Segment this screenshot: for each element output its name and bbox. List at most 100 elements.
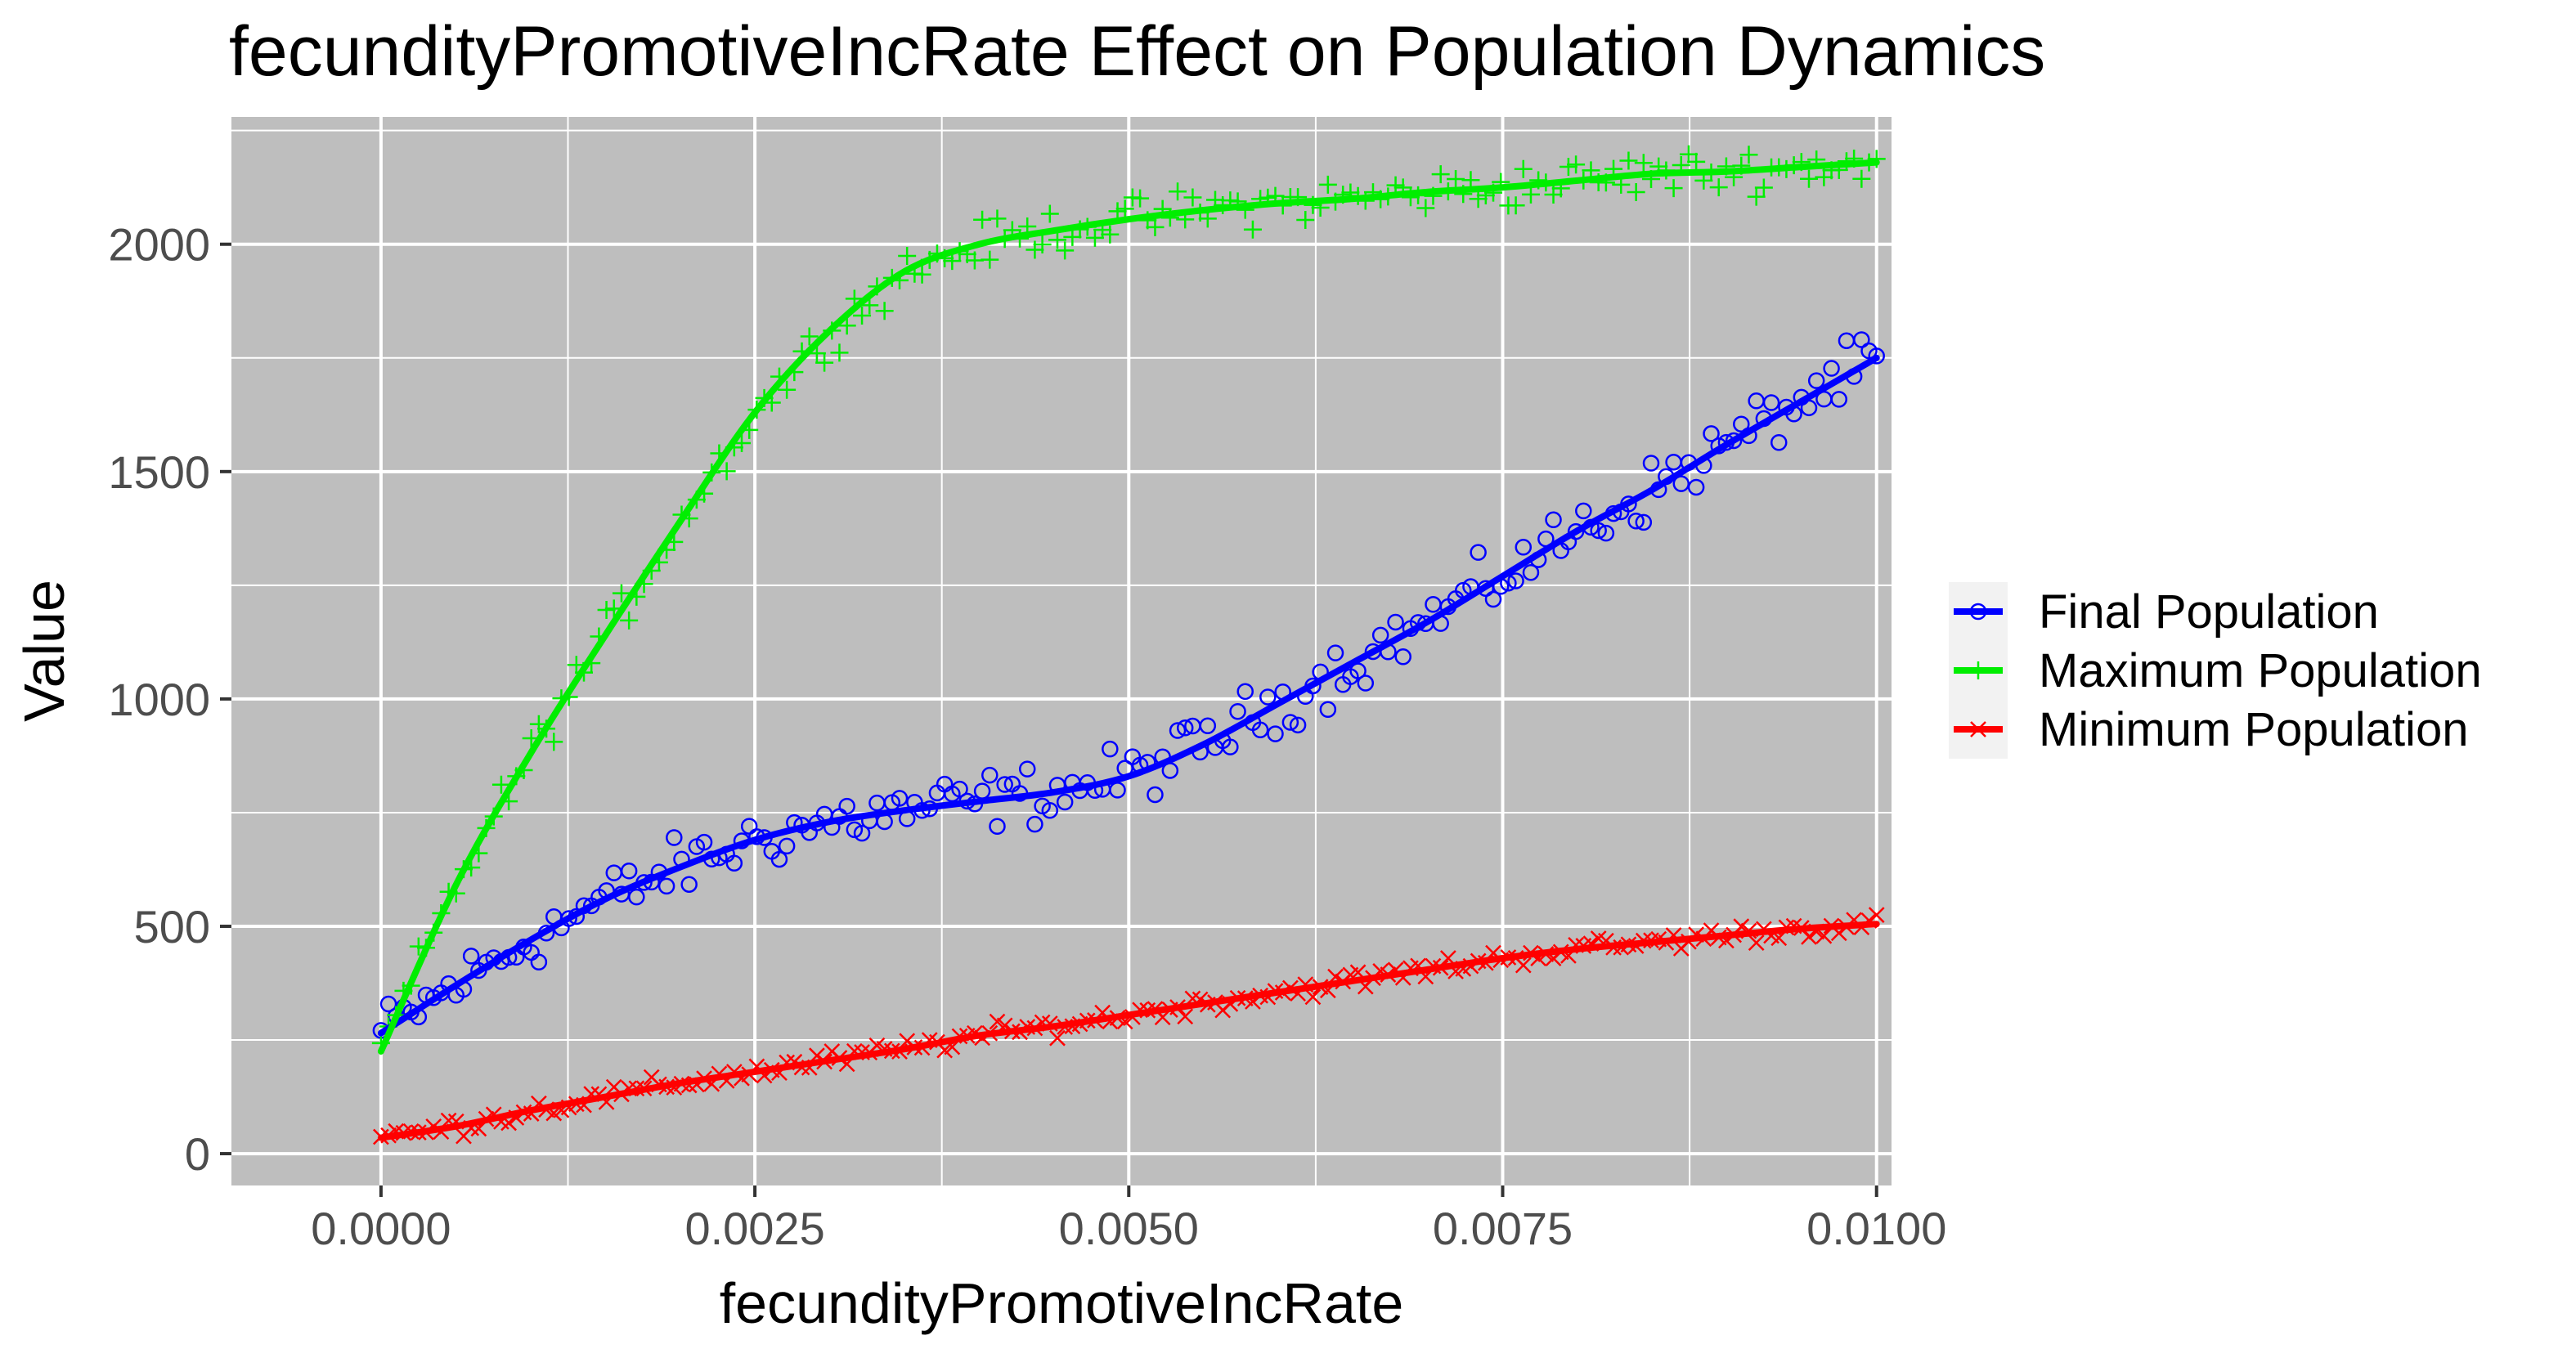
data-point <box>530 953 548 971</box>
data-point <box>989 818 1006 836</box>
data-point <box>1514 159 1533 178</box>
data-point <box>1484 590 1502 608</box>
data-point <box>778 380 797 399</box>
y-tick-label: 1000 <box>108 674 210 725</box>
y-tick-label: 1500 <box>108 446 210 498</box>
data-point <box>462 948 480 965</box>
data-point <box>1049 1029 1066 1046</box>
data-point <box>1770 434 1788 451</box>
data-point <box>1522 564 1540 581</box>
data-point <box>1033 235 1052 253</box>
data-point <box>612 584 631 603</box>
data-point <box>1807 372 1825 389</box>
legend-key-marker <box>1969 661 1987 679</box>
legend-label: Minimum Population <box>2039 703 2468 756</box>
data-point <box>838 797 855 815</box>
data-point <box>1018 760 1036 778</box>
data-point <box>1515 957 1532 974</box>
data-point <box>1559 158 1577 177</box>
data-point <box>620 611 639 630</box>
data-point <box>1251 721 1269 738</box>
data-point <box>1679 145 1698 164</box>
data-point <box>1868 347 1885 365</box>
data-point <box>1590 522 1607 540</box>
data-point <box>1709 178 1728 197</box>
data-point <box>1040 204 1059 223</box>
data-point <box>1748 934 1765 951</box>
data-point <box>717 462 736 481</box>
data-point <box>913 265 931 284</box>
data-point <box>1146 217 1165 236</box>
data-point <box>1447 169 1465 188</box>
data-point <box>1259 688 1277 706</box>
data-point <box>1672 475 1690 492</box>
data-point <box>1326 644 1344 661</box>
data-point <box>1515 539 1533 556</box>
data-point <box>1131 189 1150 208</box>
data-point <box>1319 701 1337 719</box>
data-point <box>981 250 999 269</box>
data-point <box>965 251 984 270</box>
data-point <box>1176 719 1194 737</box>
y-tick-label: 2000 <box>108 219 210 271</box>
data-point <box>1739 146 1758 164</box>
legend-key-marker <box>1970 721 1986 737</box>
data-point <box>951 780 968 798</box>
data-point <box>1056 793 1074 811</box>
data-point <box>1101 225 1120 244</box>
data-point <box>1102 740 1119 758</box>
data-point <box>1169 722 1187 739</box>
data-point <box>875 302 894 320</box>
data-point <box>853 824 871 842</box>
data-point <box>988 209 1007 228</box>
data-point <box>1041 801 1059 819</box>
data-point <box>1619 151 1638 170</box>
trend-line <box>377 354 1880 1037</box>
data-point <box>1634 154 1653 173</box>
data-point <box>1823 360 1840 377</box>
data-point <box>1725 432 1743 450</box>
y-axis-ticks: 0 500 1000 1500 2000 <box>108 219 231 1180</box>
data-point <box>898 247 917 266</box>
data-point <box>628 888 645 906</box>
data-point <box>1853 331 1870 348</box>
data-point <box>1521 185 1540 204</box>
data-point <box>1147 786 1164 804</box>
data-point <box>695 833 713 851</box>
data-point <box>830 343 849 362</box>
data-point <box>1627 512 1645 530</box>
data-point <box>1056 241 1075 260</box>
data-point <box>1575 502 1592 520</box>
data-point <box>853 306 872 325</box>
data-point <box>545 733 563 751</box>
y-tick-label: 500 <box>134 901 210 952</box>
x-axis-ticks: 0.0000 0.0025 0.0050 0.0075 0.0100 <box>311 1185 1946 1254</box>
x-tick-label: 0.0000 <box>311 1203 451 1254</box>
data-point <box>1627 183 1645 202</box>
data-point <box>1567 522 1585 540</box>
legend-label: Final Population <box>2039 585 2379 639</box>
data-point <box>1747 187 1766 206</box>
data-point <box>1868 907 1885 923</box>
data-point <box>1026 815 1043 833</box>
data-point <box>1115 199 1134 218</box>
data-point <box>1063 227 1082 246</box>
data-point <box>1243 220 1262 239</box>
data-point <box>1416 199 1435 217</box>
data-point <box>666 829 683 846</box>
data-point <box>1281 714 1299 731</box>
x-tick-label: 0.0025 <box>684 1203 824 1254</box>
data-point <box>1431 165 1450 184</box>
data-point <box>846 821 864 839</box>
y-tick-label: 0 <box>185 1128 210 1180</box>
data-point <box>1386 176 1405 195</box>
data-point <box>1357 674 1375 692</box>
data-point <box>1687 152 1706 171</box>
data-point <box>597 600 616 619</box>
data-point <box>1177 1008 1194 1025</box>
trend-lines <box>377 159 1880 1141</box>
x-tick-label: 0.0050 <box>1059 1203 1199 1254</box>
data-point <box>657 877 675 895</box>
data-point <box>1597 524 1615 542</box>
